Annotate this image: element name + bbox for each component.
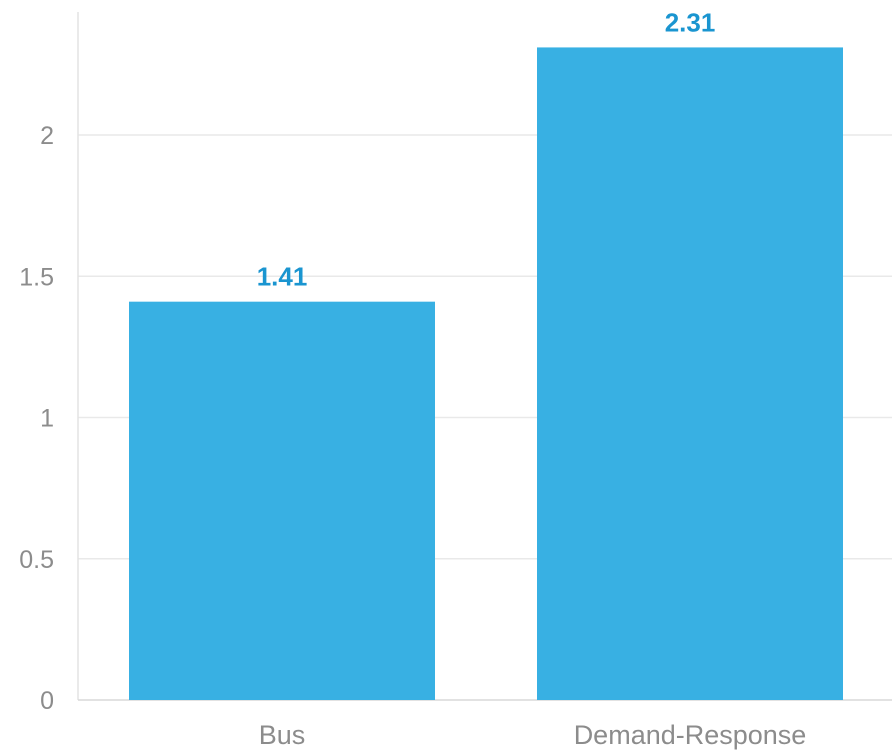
bar-bus: [129, 301, 435, 700]
data-label: 2.31: [665, 7, 716, 37]
x-tick-label: Demand-Response: [574, 720, 807, 750]
y-tick-label: 1.5: [19, 263, 54, 291]
x-axis-tick-labels: Bus Demand-Response: [259, 720, 807, 750]
y-axis-tick-labels: 0 0.5 1 1.5 2: [19, 122, 54, 715]
bars: [129, 47, 843, 701]
data-labels: 1.41 2.31: [257, 7, 716, 291]
data-label: 1.41: [257, 262, 308, 292]
y-tick-label: 0.5: [19, 546, 54, 574]
bar-demand-response: [537, 47, 843, 701]
y-tick-label: 2: [40, 122, 54, 150]
y-tick-label: 1: [40, 405, 54, 433]
x-tick-label: Bus: [259, 720, 306, 750]
y-tick-label: 0: [40, 687, 54, 715]
